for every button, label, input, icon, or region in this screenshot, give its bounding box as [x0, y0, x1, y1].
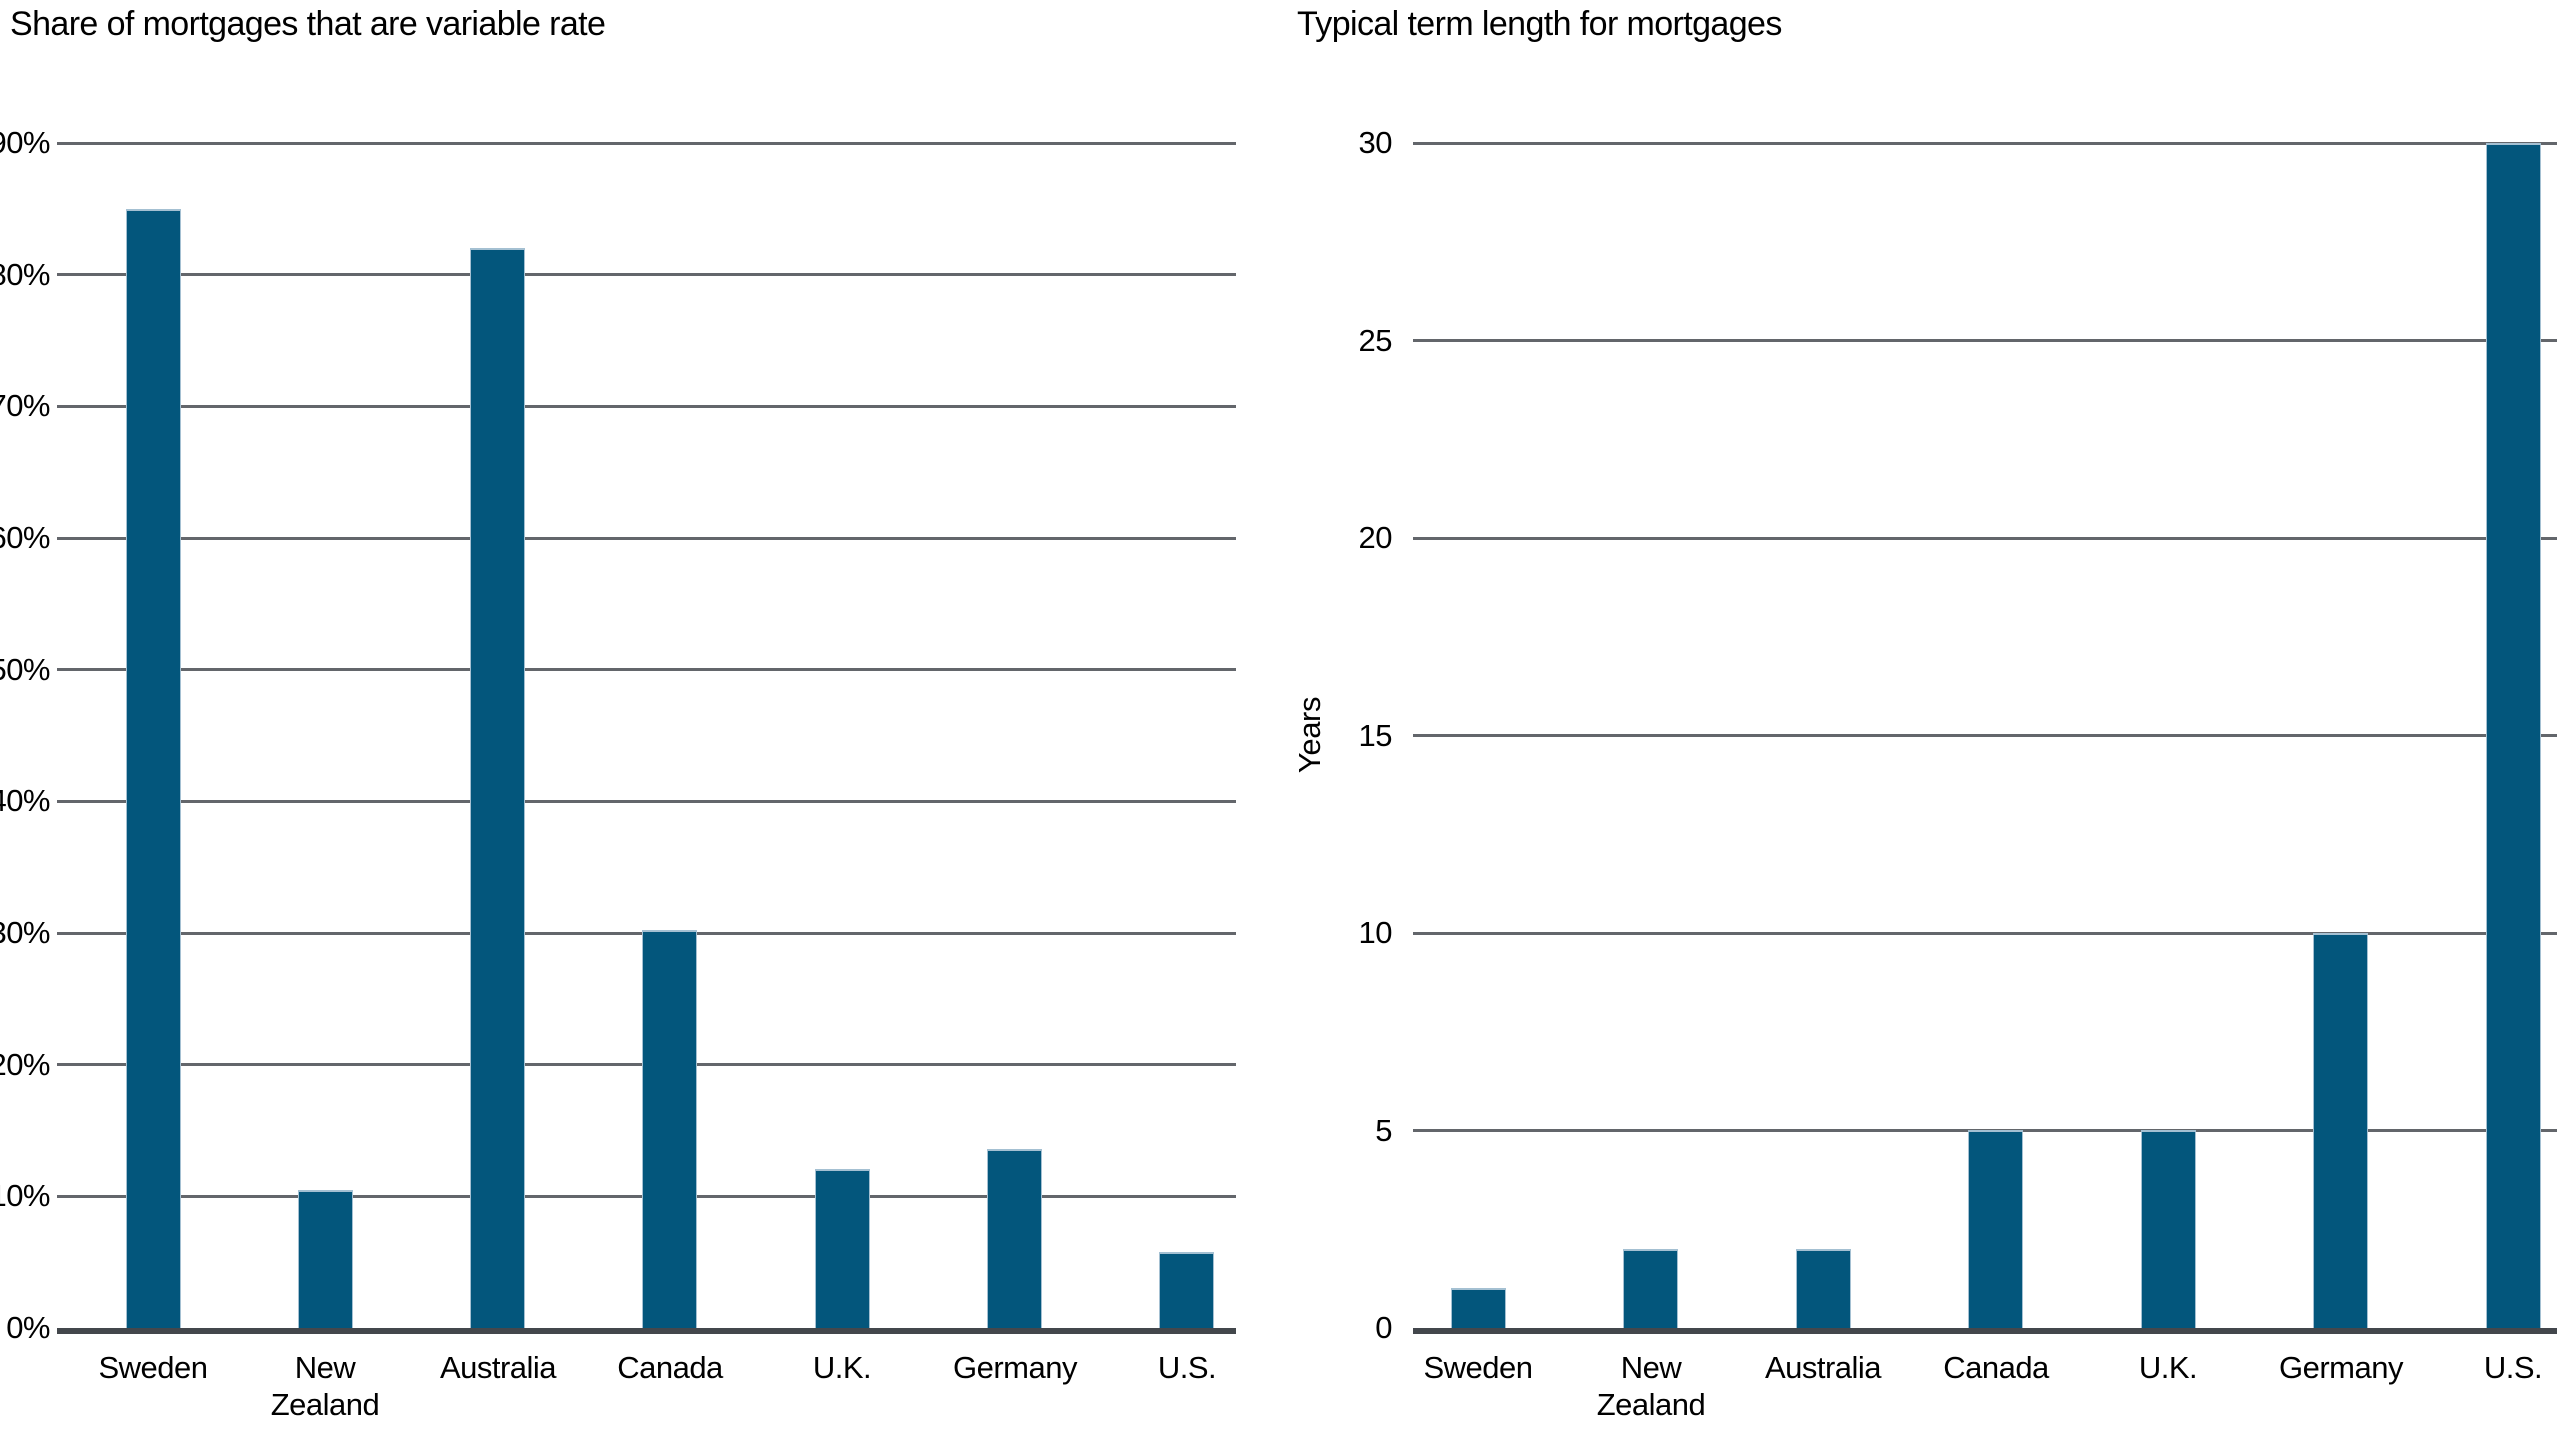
gridline-90%: [57, 142, 1236, 145]
y-tick-label: 80%: [0, 257, 51, 292]
x-category-label: Sweden: [1423, 1350, 1533, 1385]
gridline-25: [1413, 339, 2557, 342]
x-category-label: Germany: [2279, 1350, 2403, 1385]
gridline-50%: [57, 668, 1236, 671]
y-tick-label: 15: [1358, 718, 1393, 753]
x-category-label: U.K.: [2138, 1350, 2198, 1385]
bar-canada: [642, 930, 697, 1328]
x-category-label: Australia: [439, 1350, 557, 1385]
y-tick-label: 10: [1358, 915, 1393, 950]
x-category-label: New Zealand: [270, 1350, 380, 1422]
bar-australia: [470, 248, 525, 1328]
bar-new-zealand: [298, 1190, 353, 1328]
bar-germany: [2313, 933, 2368, 1328]
y-tick-label: 70%: [0, 388, 51, 423]
chart-title: Share of mortgages that are variable rat…: [10, 5, 606, 43]
x-axis-line: [57, 1328, 1236, 1334]
x-category-label: U.S.: [2483, 1350, 2543, 1385]
gridline-30: [1413, 142, 2557, 145]
y-tick-label: 0: [1375, 1310, 1392, 1345]
gridline-20: [1413, 537, 2557, 540]
y-tick-label: 90%: [0, 125, 51, 160]
x-category-label: U.K.: [812, 1350, 872, 1385]
gridline-15: [1413, 734, 2557, 737]
x-category-label: Germany: [953, 1350, 1077, 1385]
bar-germany: [987, 1149, 1042, 1328]
y-tick-label: 60%: [0, 520, 51, 555]
gridline-80%: [57, 273, 1236, 276]
bar-sweden: [126, 209, 181, 1328]
y-tick-label: 25: [1358, 323, 1393, 358]
x-category-label: U.S.: [1157, 1350, 1217, 1385]
bar-u-k-: [815, 1169, 870, 1328]
gridline-10: [1413, 932, 2557, 935]
x-category-label: Canada: [617, 1350, 723, 1385]
bar-canada: [1968, 1130, 2023, 1328]
y-tick-label: 30%: [0, 915, 51, 950]
bar-u-s-: [2486, 143, 2541, 1328]
y-tick-label: 40%: [0, 783, 51, 818]
x-axis-line: [1413, 1328, 2557, 1334]
bar-u-k-: [2141, 1130, 2196, 1328]
x-category-label: Sweden: [98, 1350, 208, 1385]
y-tick-label: 50%: [0, 652, 51, 687]
gridline-70%: [57, 405, 1236, 408]
y-tick-label: 0%: [6, 1310, 50, 1345]
bar-new-zealand: [1623, 1249, 1678, 1328]
y-tick-label: 30: [1358, 125, 1393, 160]
x-category-label: New Zealand: [1596, 1350, 1706, 1422]
gridline-40%: [57, 800, 1236, 803]
y-tick-label: 10%: [0, 1178, 51, 1213]
y-tick-label: 20%: [0, 1047, 51, 1082]
bar-australia: [1796, 1249, 1851, 1328]
gridline-60%: [57, 537, 1236, 540]
bar-u-s-: [1159, 1252, 1214, 1328]
y-tick-label: 20: [1358, 520, 1393, 555]
x-category-label: Canada: [1943, 1350, 2049, 1385]
chart-title: Typical term length for mortgages: [1297, 5, 1782, 43]
bar-sweden: [1451, 1288, 1506, 1328]
x-category-label: Australia: [1764, 1350, 1882, 1385]
y-tick-label: 5: [1375, 1113, 1392, 1148]
